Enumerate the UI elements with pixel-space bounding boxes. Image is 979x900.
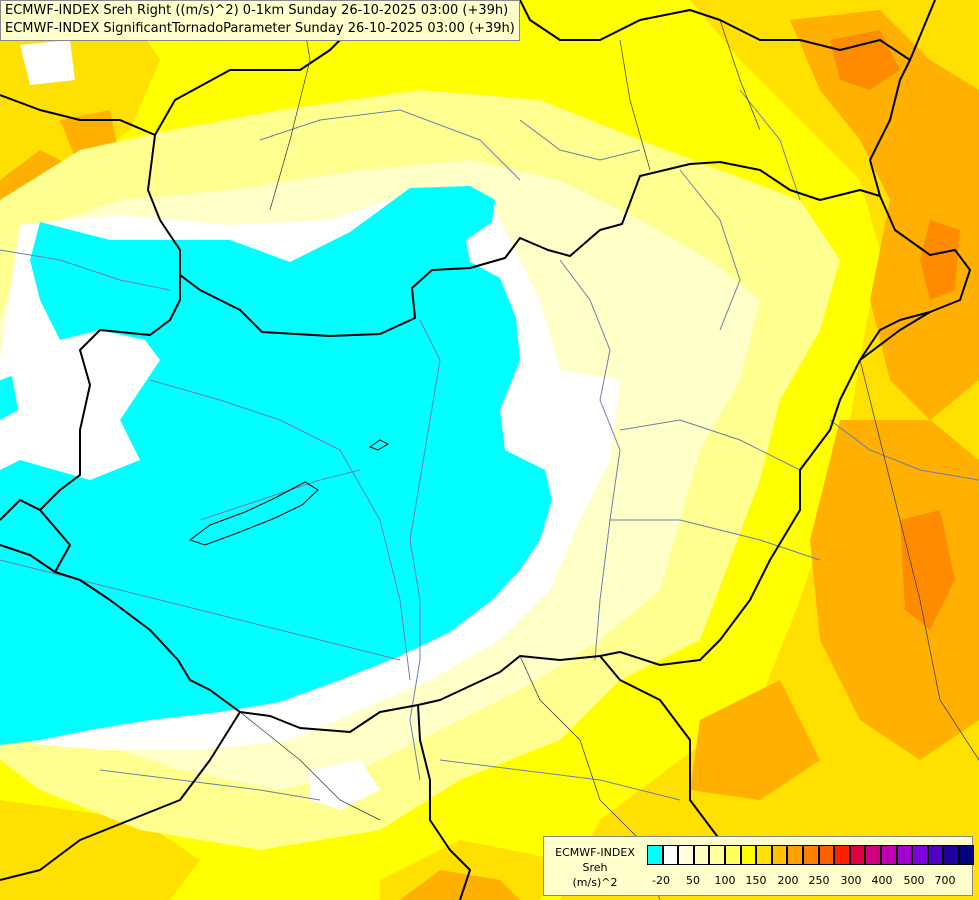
legend-title-line-1: ECMWF-INDEX [555,846,635,859]
lake-balaton [188,481,319,546]
legend-tick-label: -20 [652,874,670,887]
legend-swatch [662,845,679,865]
legend-swatch [880,845,897,865]
legend-swatch [693,845,710,865]
legend-tick-label: 150 [745,874,767,887]
white-spot [310,760,380,810]
legend-swatch [927,845,944,865]
legend-tick-label: 700 [934,874,956,887]
legend-tick-label: 200 [777,874,799,887]
legend-title-line-3: (m/s)^2 [572,876,618,889]
rivers [0,89,979,801]
legend-swatch [771,845,788,865]
legend-tick-label: 400 [871,874,893,887]
legend-swatch [787,845,803,865]
legend-swatch [818,845,835,865]
legend-swatch [834,845,850,865]
legend-swatch [724,845,741,865]
map-title-line-1: ECMWF-INDEX Sreh Right ((m/s)^2) 0-1km S… [5,3,509,18]
legend-title-line-2: Sreh [582,861,608,874]
legend-tick-label: 300 [840,874,862,887]
legend-swatch [849,845,866,865]
legend-tick-label: 50 [686,874,700,887]
legend-tick-label: 250 [808,874,830,887]
legend-swatch [958,845,975,865]
cyan-left-edge [0,376,18,420]
legend-swatch [912,845,928,865]
legend-ticks: -20 50 100 150 200 250 300 400 500 700 [647,874,972,890]
legend-swatch [709,845,725,865]
map-title-line-2: ECMWF-INDEX SignificantTornadoParameter … [5,21,515,36]
legend-swatch [896,845,913,865]
legend-swatch [740,845,757,865]
cyan-zone [0,186,552,745]
color-legend: ECMWF-INDEX Sreh (m/s)^2 -20 50 100 150 200 2… [543,836,975,896]
legend-tick-label: 500 [903,874,925,887]
legend-swatch [756,845,772,865]
legend-swatch [943,845,959,865]
legend-title: ECMWF-INDEX Sreh (m/s)^2 [546,845,644,890]
legend-swatch [678,845,694,865]
map-title-box: ECMWF-INDEX Sreh Right ((m/s)^2) 0-1km S… [0,0,520,41]
legend-swatch [647,845,663,865]
legend-tick-label: 100 [714,874,736,887]
legend-swatches [647,845,975,865]
legend-swatch [802,845,819,865]
dark-orange-zones [830,30,960,630]
small-lake [368,439,390,451]
legend-swatch [865,845,881,865]
white-spot-top [20,40,75,85]
